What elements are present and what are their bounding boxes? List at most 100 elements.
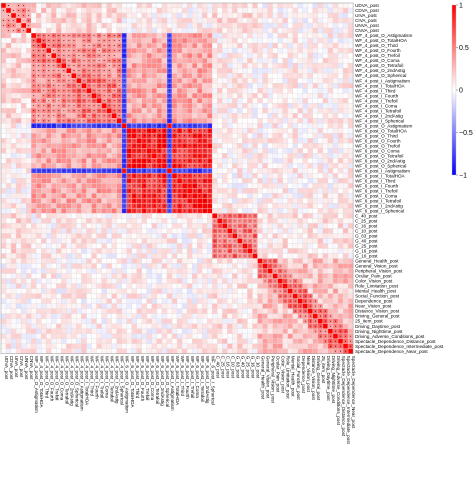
heatmap-cell bbox=[91, 213, 97, 219]
heatmap-cell bbox=[106, 173, 112, 179]
heatmap-cell bbox=[151, 228, 158, 234]
heatmap-cell bbox=[257, 163, 263, 169]
heatmap-cell bbox=[287, 7, 293, 14]
heatmap-cell bbox=[257, 123, 263, 129]
heatmap-cells bbox=[0, 2, 354, 354]
heatmap-cell bbox=[337, 223, 344, 229]
significance-mark bbox=[138, 185, 140, 187]
heatmap-cell bbox=[86, 193, 92, 199]
heatmap-cell bbox=[242, 298, 248, 304]
significance-mark bbox=[133, 200, 135, 202]
heatmap-cell bbox=[161, 62, 168, 69]
heatmap-cell bbox=[202, 118, 208, 124]
heatmap-cell bbox=[146, 218, 153, 224]
heatmap-cell bbox=[111, 17, 117, 24]
heatmap-cell bbox=[186, 62, 193, 69]
heatmap-cell bbox=[25, 188, 32, 194]
heatmap-cell bbox=[252, 183, 258, 189]
heatmap-cell bbox=[257, 37, 263, 44]
significance-mark bbox=[53, 85, 55, 87]
heatmap-cell bbox=[91, 138, 97, 144]
heatmap-cell bbox=[242, 258, 248, 264]
heatmap-cell bbox=[262, 203, 268, 209]
heatmap-cell bbox=[272, 67, 278, 74]
significance-mark bbox=[304, 290, 306, 292]
heatmap-cell bbox=[302, 278, 308, 284]
significance-mark bbox=[113, 60, 115, 62]
heatmap-cell bbox=[51, 238, 57, 244]
heatmap-cell bbox=[161, 57, 168, 64]
heatmap-cell bbox=[262, 218, 268, 224]
heatmap-cell bbox=[171, 72, 178, 79]
heatmap-cell bbox=[86, 128, 92, 134]
heatmap-cell bbox=[15, 223, 22, 229]
heatmap-cell bbox=[56, 183, 62, 189]
significance-mark bbox=[88, 115, 90, 117]
heatmap-cell bbox=[151, 67, 158, 74]
significance-mark bbox=[63, 120, 65, 122]
heatmap-cell bbox=[121, 258, 127, 264]
heatmap-cell bbox=[307, 253, 314, 259]
heatmap-cell bbox=[297, 263, 303, 269]
heatmap-cell bbox=[36, 158, 42, 164]
significance-mark bbox=[58, 100, 60, 102]
heatmap-cell bbox=[141, 2, 148, 9]
heatmap-cell bbox=[176, 72, 183, 79]
heatmap-cell bbox=[337, 233, 344, 239]
heatmap-cell bbox=[262, 153, 268, 159]
heatmap-cell bbox=[5, 223, 12, 229]
heatmap-cell bbox=[252, 2, 258, 9]
significance-mark bbox=[123, 205, 125, 207]
heatmap-cell bbox=[312, 218, 319, 224]
heatmap-cell bbox=[207, 93, 213, 99]
heatmap-cell bbox=[51, 7, 57, 14]
significance-mark bbox=[48, 40, 50, 42]
heatmap-cell bbox=[267, 88, 273, 94]
heatmap-cell bbox=[116, 223, 122, 229]
heatmap-cell bbox=[252, 138, 258, 144]
heatmap-cell bbox=[5, 278, 12, 284]
significance-mark bbox=[68, 170, 70, 172]
heatmap-cell bbox=[20, 188, 27, 194]
significance-mark bbox=[148, 210, 150, 212]
heatmap-cell bbox=[277, 178, 283, 184]
heatmap-cell bbox=[282, 163, 288, 169]
heatmap-cell bbox=[191, 52, 198, 59]
significance-mark bbox=[138, 210, 140, 212]
significance-mark bbox=[88, 40, 90, 42]
significance-mark bbox=[269, 265, 271, 267]
heatmap-cell bbox=[136, 218, 142, 224]
significance-mark bbox=[249, 255, 251, 257]
heatmap-cell bbox=[287, 123, 293, 129]
heatmap-cell bbox=[242, 278, 248, 284]
heatmap-cell bbox=[217, 78, 223, 84]
heatmap-cell bbox=[267, 17, 273, 24]
heatmap-cell bbox=[106, 243, 112, 249]
heatmap-cell bbox=[156, 83, 163, 89]
heatmap-cell bbox=[161, 27, 168, 34]
heatmap-cell bbox=[176, 223, 183, 229]
heatmap-cell bbox=[0, 203, 7, 209]
heatmap-cell bbox=[141, 298, 148, 304]
heatmap-cell bbox=[151, 223, 158, 229]
heatmap-cell bbox=[312, 238, 319, 244]
heatmap-cell bbox=[141, 283, 148, 289]
heatmap-cell bbox=[227, 93, 233, 99]
heatmap-cell bbox=[31, 143, 37, 149]
heatmap-cell bbox=[116, 218, 122, 224]
heatmap-cell bbox=[232, 32, 238, 39]
heatmap-cell bbox=[116, 158, 122, 164]
heatmap-cell bbox=[237, 88, 243, 94]
heatmap-cell bbox=[237, 133, 243, 139]
significance-mark bbox=[23, 15, 25, 16]
heatmap-cell bbox=[212, 52, 218, 59]
heatmap-cell bbox=[217, 283, 223, 289]
heatmap-cell bbox=[272, 47, 278, 54]
heatmap-cell bbox=[116, 27, 122, 34]
heatmap-cell bbox=[131, 243, 137, 249]
heatmap-cell bbox=[232, 163, 238, 169]
heatmap-cell bbox=[81, 7, 87, 14]
significance-mark bbox=[148, 180, 150, 182]
heatmap-cell bbox=[176, 283, 183, 289]
heatmap-cell bbox=[171, 93, 178, 99]
